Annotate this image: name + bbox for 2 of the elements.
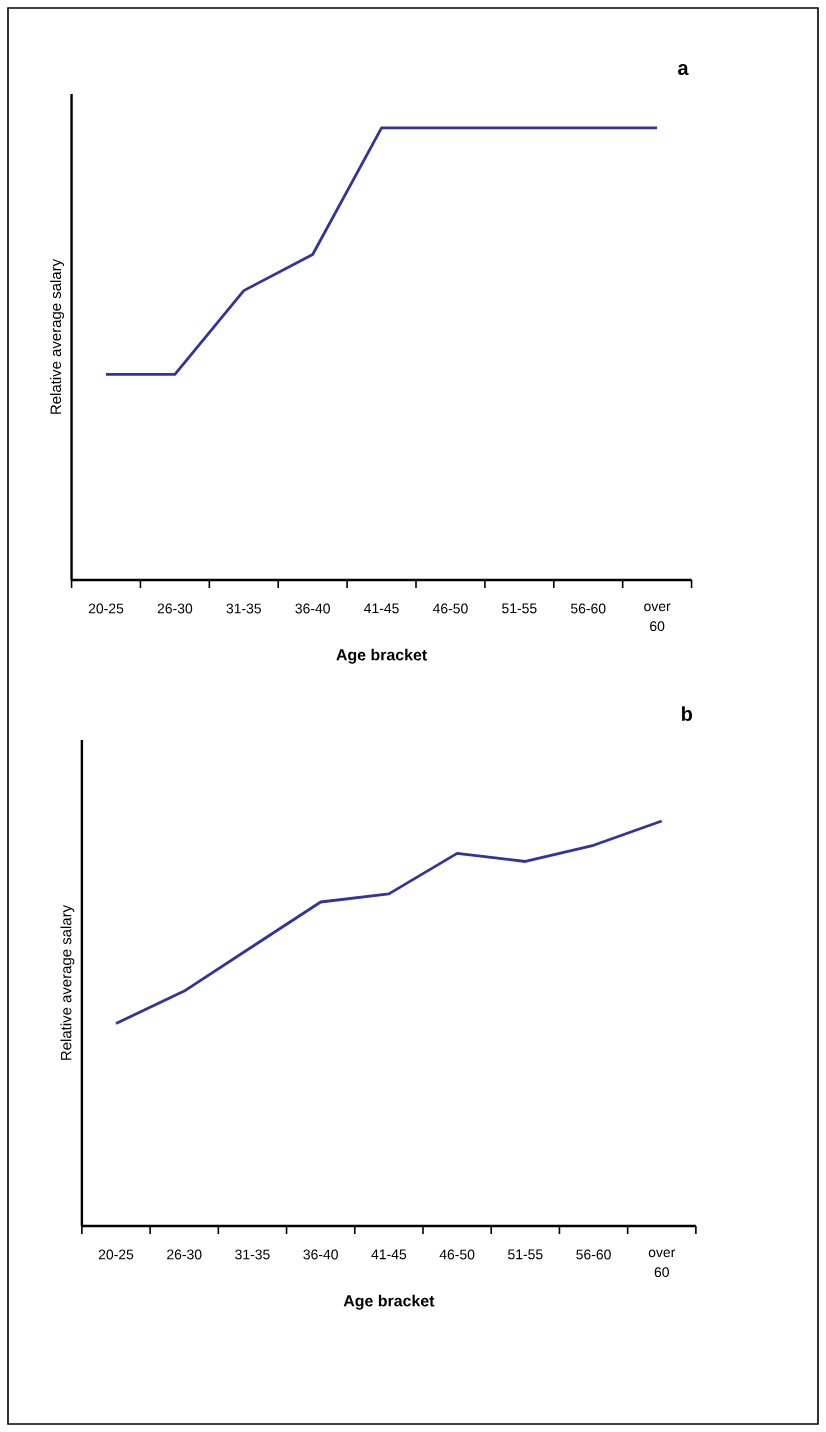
chart-title: b [681, 706, 693, 721]
chart-title: a [678, 64, 689, 75]
